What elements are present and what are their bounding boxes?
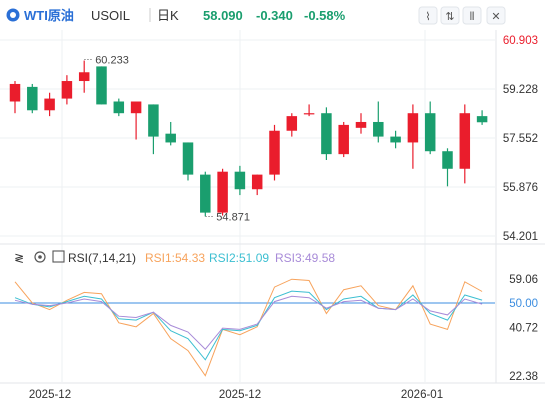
rsi-header: ≷ RSI(7,14,21) RSI1:54.33 RSI2:51.09 RSI… bbox=[14, 250, 335, 265]
gear-icon[interactable] bbox=[34, 251, 46, 263]
candle-body[interactable] bbox=[251, 174, 263, 190]
rsi-line-rsi1 bbox=[14, 278, 483, 377]
indicator-bars-icon-glyph: ⫴ bbox=[470, 11, 475, 23]
grid-layer bbox=[0, 30, 545, 384]
rsi-tick-label: 50.00 bbox=[509, 298, 538, 310]
price-tick-label: 55.876 bbox=[503, 182, 538, 194]
price-tick-label: 60.903 bbox=[503, 35, 538, 47]
candle-body[interactable] bbox=[286, 116, 298, 131]
price-tick-label: 54.201 bbox=[503, 231, 538, 243]
candlestick-layer: 60.233 54.871 bbox=[9, 55, 488, 223]
candle-body[interactable] bbox=[373, 121, 384, 137]
rsi-panel: 59.06 50.00 40.72 22.38 bbox=[0, 274, 538, 383]
candle-body[interactable] bbox=[200, 174, 211, 213]
period-selector[interactable]: 日K bbox=[157, 8, 179, 23]
min-price-label: 54.871 bbox=[216, 211, 250, 223]
rsi-tick-label: 40.72 bbox=[509, 323, 538, 335]
time-tick-label: 2025-12 bbox=[219, 389, 261, 401]
candle-body[interactable] bbox=[165, 133, 176, 143]
candle-body[interactable] bbox=[459, 113, 471, 169]
candle-body[interactable] bbox=[355, 121, 367, 128]
price-change: -0.340 bbox=[256, 8, 293, 23]
candle-body[interactable] bbox=[217, 171, 228, 213]
candle-body[interactable] bbox=[442, 151, 453, 169]
candle-body[interactable] bbox=[61, 81, 73, 99]
candlestick-type-icon-glyph: ⇅ bbox=[445, 11, 454, 23]
line-chart-icon[interactable] bbox=[418, 6, 438, 25]
line-chart-icon-glyph: ⌇ bbox=[425, 11, 430, 23]
candle-body[interactable] bbox=[303, 113, 315, 115]
price-change-pct: -0.58% bbox=[304, 8, 346, 23]
candle-body[interactable] bbox=[9, 83, 21, 102]
candle-body[interactable] bbox=[321, 113, 332, 155]
candle-body[interactable] bbox=[234, 171, 246, 190]
rsi-tick-label: 59.06 bbox=[509, 274, 538, 286]
price-tick-label: 59.228 bbox=[503, 84, 538, 96]
candle-body[interactable] bbox=[78, 72, 90, 82]
header-bar: WTI原油 USOIL 日K 58.090 -0.340 -0.58% bbox=[6, 8, 346, 23]
collapse-arrows-icon[interactable]: ≷ bbox=[14, 251, 24, 265]
fullscreen-icon-glyph: ✕ bbox=[491, 11, 500, 23]
toolbar: ⌇ ⇅ ⫴ ✕ bbox=[418, 6, 506, 25]
candle-body[interactable] bbox=[424, 113, 436, 152]
add-box-icon[interactable] bbox=[52, 250, 65, 263]
candle-body[interactable] bbox=[27, 86, 38, 111]
symbol-logo-inner bbox=[10, 12, 16, 18]
rsi3-value: RSI3:49.58 bbox=[275, 251, 335, 265]
price-axis: 60.903 59.228 57.552 55.876 54.201 bbox=[503, 35, 538, 243]
gear-icon-center bbox=[38, 255, 42, 259]
indicator-bars-icon[interactable] bbox=[462, 6, 482, 25]
candle-body[interactable] bbox=[476, 116, 488, 123]
rsi-tick-label: 22.38 bbox=[509, 371, 538, 383]
rsi2-value: RSI2:51.09 bbox=[209, 251, 269, 265]
candle-body[interactable] bbox=[130, 101, 142, 114]
candlestick-type-icon[interactable] bbox=[440, 6, 460, 25]
candle-body[interactable] bbox=[269, 130, 280, 175]
time-tick-label: 2026-01 bbox=[401, 389, 443, 401]
candle-body[interactable] bbox=[44, 98, 55, 111]
fullscreen-icon[interactable] bbox=[486, 6, 506, 25]
candle-body[interactable] bbox=[390, 136, 401, 143]
current-price: 58.090 bbox=[203, 8, 243, 23]
time-axis: 2025-12 2025-12 2026-01 bbox=[29, 389, 443, 401]
candle-body[interactable] bbox=[182, 142, 194, 175]
candle-body[interactable] bbox=[338, 124, 349, 155]
rsi1-value: RSI1:54.33 bbox=[145, 251, 205, 265]
rsi-indicator-name: RSI(7,14,21) bbox=[68, 251, 136, 265]
candle-body[interactable] bbox=[407, 113, 419, 143]
max-price-label: 60.233 bbox=[95, 55, 129, 67]
candle-body[interactable] bbox=[113, 101, 125, 114]
time-tick-label: 2025-12 bbox=[29, 389, 71, 401]
rsi-line-rsi2 bbox=[14, 290, 483, 361]
candle-body[interactable] bbox=[96, 66, 107, 105]
symbol-code: USOIL bbox=[91, 8, 130, 23]
price-tick-label: 57.552 bbox=[503, 133, 538, 145]
symbol-name[interactable]: WTI原油 bbox=[24, 8, 74, 23]
rsi-line-rsi3 bbox=[14, 295, 483, 350]
candle-body[interactable] bbox=[148, 104, 159, 137]
